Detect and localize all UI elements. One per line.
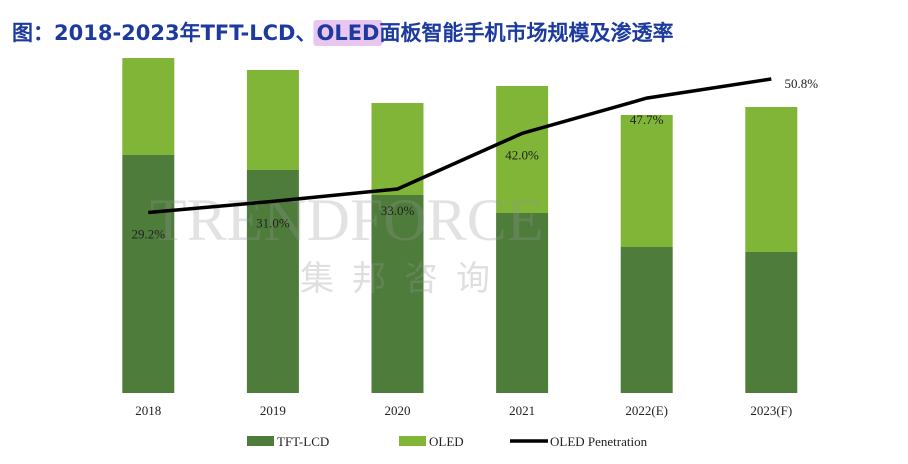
title-part: 面板智能手机市场规模及渗透率	[379, 21, 673, 45]
bar	[122, 155, 175, 393]
bar	[496, 86, 549, 213]
data-label: 50.8%	[785, 76, 819, 91]
watermark: 集邦咨询	[300, 259, 508, 299]
x-tick-label: 2019	[260, 403, 286, 418]
title-highlight	[313, 20, 383, 46]
data-label: 31.0%	[256, 215, 290, 230]
x-tick-label: 2022(E)	[625, 403, 668, 418]
line	[148, 77, 772, 215]
title: 图：2018-2023年TFT-LCD、OLED面板智能手机市场规模及渗透率	[12, 20, 673, 46]
watermark: TRENDFORCE	[150, 187, 543, 253]
bar	[122, 58, 175, 155]
bar	[246, 70, 299, 170]
bar	[496, 213, 549, 393]
bar	[620, 247, 673, 393]
x-tick-label: 2020	[385, 403, 411, 418]
legend-label: OLED Penetration	[550, 434, 648, 449]
x-tick-label: 2021	[509, 403, 535, 418]
legend-swatch	[247, 436, 274, 446]
bar	[620, 115, 673, 247]
bar	[246, 170, 299, 393]
title-part: 图：2018-2023年TFT-LCD、	[12, 21, 316, 45]
data-label: 33.0%	[381, 203, 415, 218]
title-text: 图：2018-2023年TFT-LCD、OLED面板智能手机市场规模及渗透率	[12, 21, 673, 45]
bar	[371, 195, 424, 393]
data-label: 42.0%	[505, 147, 539, 162]
legend-swatch	[399, 436, 426, 446]
x-tick-label: 2023(F)	[750, 403, 792, 418]
bar	[745, 107, 798, 252]
title-part: OLED	[316, 21, 379, 45]
legend-label: OLED	[429, 434, 464, 449]
data-label: 29.2%	[132, 226, 166, 241]
bar	[745, 252, 798, 393]
x-tick-label: 2018	[135, 403, 161, 418]
data-label: 47.7%	[630, 112, 664, 127]
legend-label: TFT-LCD	[277, 434, 329, 449]
